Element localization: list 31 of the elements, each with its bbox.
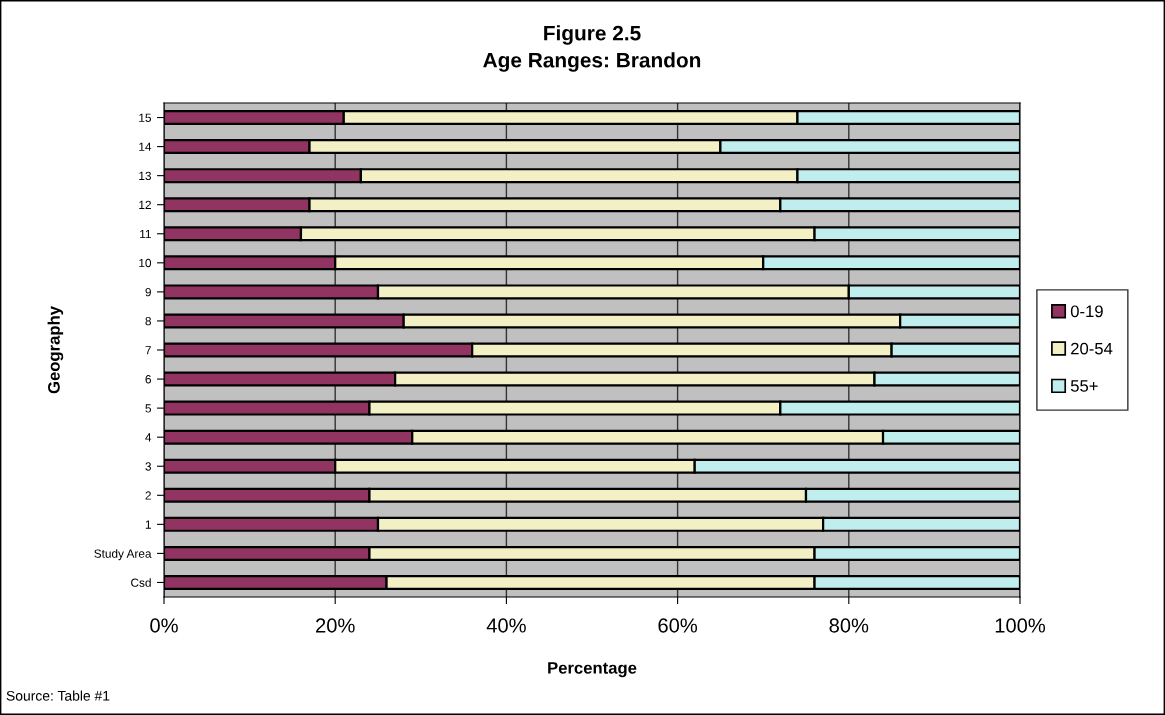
x-tick-label: 60% (658, 618, 698, 633)
y-tick-label: 5 (145, 404, 152, 413)
x-tick-label: 20% (316, 618, 355, 633)
y-tick-label: 2 (145, 491, 151, 500)
y-tick-label: 11 (140, 229, 151, 239)
y-tick-label: 13 (139, 171, 151, 181)
source-note: Source: Table #1 (6, 690, 110, 701)
y-tick-label: 3 (145, 462, 151, 471)
y-tick-label: 10 (139, 258, 152, 268)
y-axis-title: Geography (47, 306, 64, 394)
y-tick-label: 12 (139, 200, 151, 209)
x-tick-label: 80% (829, 618, 869, 633)
y-tick-label: 9 (145, 287, 151, 297)
legend-label: 55+ (1070, 380, 1098, 392)
chart-subtitle: Age Ranges: Brandon (483, 52, 701, 72)
y-tick-label: 1 (145, 520, 151, 529)
y-tick-label: Csd (131, 578, 151, 587)
y-tick-label: 7 (145, 346, 151, 355)
y-tick-label: 6 (145, 375, 151, 384)
chart-title: Figure 2.5 (544, 25, 641, 45)
x-tick-label: 0% (150, 618, 178, 633)
x-tick-label: 100% (995, 618, 1046, 633)
x-axis-title: Percentage (548, 662, 637, 678)
x-tick-label: 40% (486, 618, 526, 633)
y-tick-label: 14 (139, 142, 152, 151)
y-tick-label: 4 (145, 433, 152, 442)
legend-label: 20-54 (1071, 342, 1113, 355)
y-tick-label: Study Area (94, 549, 152, 561)
legend-label: 0-19 (1070, 305, 1103, 318)
y-tick-label: 8 (145, 316, 151, 326)
y-tick-label: 15 (139, 113, 152, 122)
